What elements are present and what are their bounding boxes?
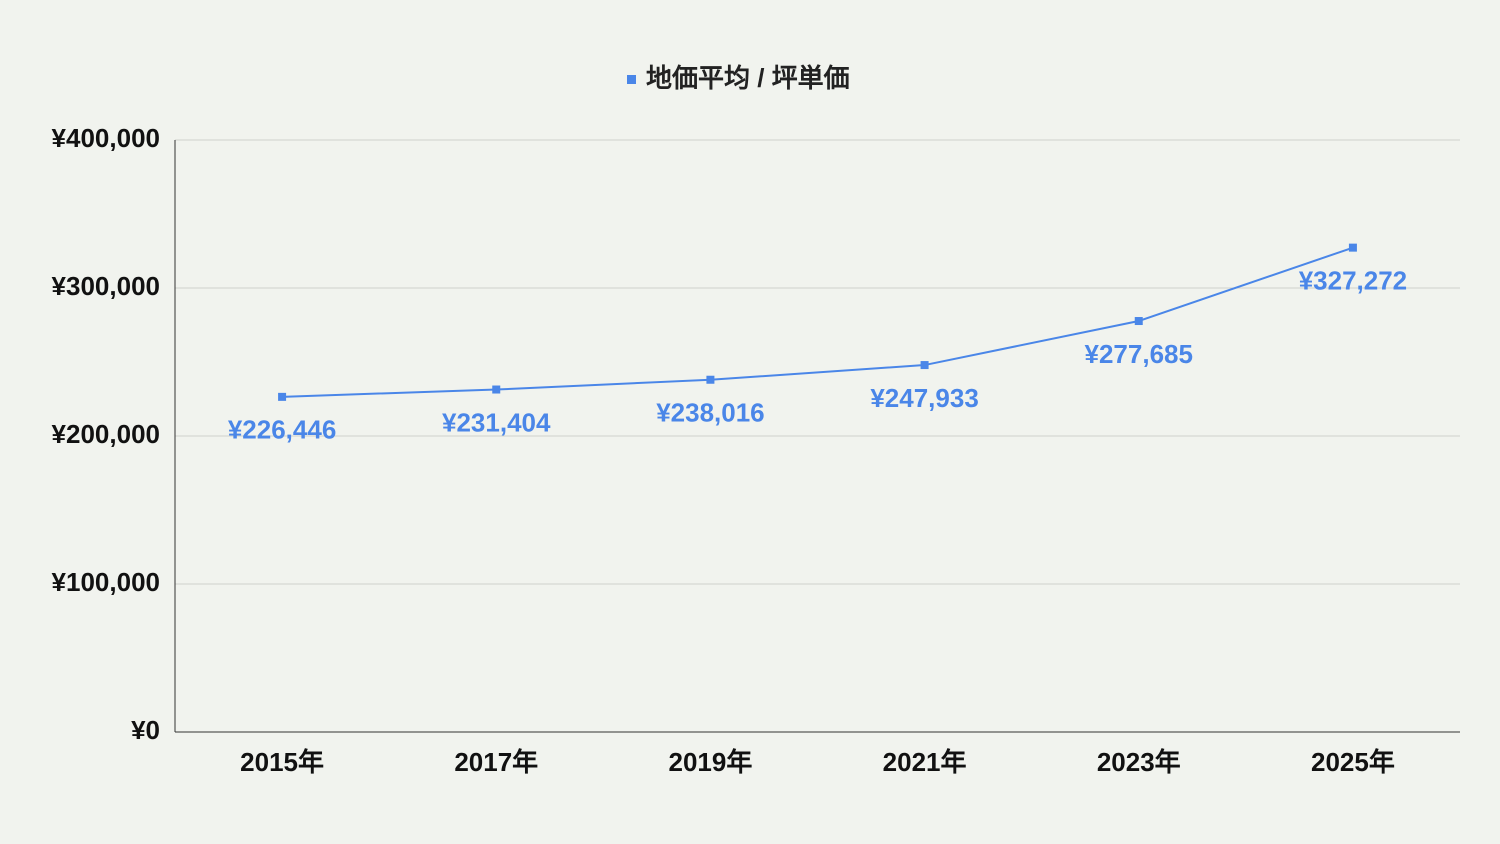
y-tick-label: ¥100,000 [52,567,160,597]
point-marker [706,375,715,384]
legend-marker [627,75,636,84]
y-tick-label: ¥0 [131,715,160,745]
data-label: ¥226,446 [228,415,336,445]
data-label: ¥238,016 [656,398,764,428]
y-tick-label: ¥300,000 [52,271,160,301]
data-label: ¥277,685 [1085,339,1193,369]
data-label: ¥231,404 [442,407,551,437]
point-marker [920,361,929,370]
point-marker [1348,243,1357,252]
legend-label: 地価平均 / 坪単価 [646,63,850,93]
y-tick-label: ¥400,000 [52,123,160,153]
x-tick-label: 2023年 [1097,747,1181,777]
x-tick-label: 2017年 [454,747,538,777]
x-tick-label: 2021年 [883,747,967,777]
legend: 地価平均 / 坪単価 [627,63,850,93]
point-marker [1134,317,1143,326]
y-tick-label: ¥200,000 [52,419,160,449]
series-line [282,246,1354,398]
x-tick-label: 2015年 [240,747,324,777]
x-tick-label: 2025年 [1311,747,1395,777]
data-label: ¥247,933 [870,383,978,413]
point-marker [278,392,287,401]
data-label: ¥327,272 [1299,266,1407,296]
point-marker [492,385,501,394]
x-tick-label: 2019年 [668,747,752,777]
